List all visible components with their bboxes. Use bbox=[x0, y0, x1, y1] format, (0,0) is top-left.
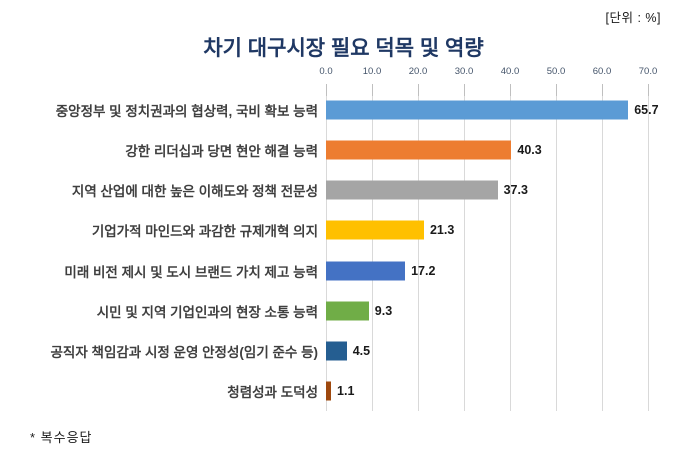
category-label: 중앙정부 및 정치권과의 협상력, 국비 확보 능력 bbox=[55, 104, 318, 120]
category-label: 공직자 책임감과 시정 운영 안정성(임기 준수 등) bbox=[50, 344, 318, 360]
x-axis-tick-label: 20.0 bbox=[408, 66, 428, 77]
category-label: 지역 산업에 대한 높은 이해도와 정책 전문성 bbox=[71, 184, 318, 200]
bar bbox=[326, 381, 332, 401]
x-tickmark bbox=[372, 84, 373, 96]
x-axis-tick-label: 60.0 bbox=[592, 66, 612, 77]
category-label: 미래 비전 제시 및 도시 브랜드 가치 제고 능력 bbox=[64, 264, 318, 280]
bar bbox=[326, 140, 512, 160]
footnote: * 복수응답 bbox=[30, 430, 93, 445]
bar-value-label: 40.3 bbox=[517, 143, 542, 158]
x-axis-tick-label: 10.0 bbox=[362, 66, 382, 77]
bar bbox=[326, 180, 498, 200]
x-tickmark bbox=[556, 84, 557, 96]
x-gridline bbox=[556, 88, 557, 411]
bar bbox=[326, 341, 347, 361]
category-label: 청렴성과 도덕성 bbox=[227, 384, 318, 400]
bar bbox=[326, 301, 369, 321]
category-label: 강한 리더십과 당면 현안 해결 능력 bbox=[125, 144, 318, 160]
bar bbox=[326, 100, 629, 120]
x-tickmark bbox=[648, 84, 649, 96]
x-gridline bbox=[464, 88, 465, 411]
x-gridline bbox=[510, 88, 511, 411]
bar-value-label: 1.1 bbox=[337, 383, 355, 398]
x-gridline bbox=[648, 88, 649, 411]
bar-value-label: 21.3 bbox=[429, 223, 455, 238]
x-tickmark bbox=[418, 84, 419, 96]
bar-value-label: 37.3 bbox=[503, 183, 528, 198]
x-gridline bbox=[602, 88, 603, 411]
bar-value-label: 17.2 bbox=[411, 263, 436, 278]
x-tickmark bbox=[326, 84, 327, 96]
x-axis-tick-label: 50.0 bbox=[546, 66, 566, 77]
category-label: 기업가적 마인드와 과감한 규제개혁 의지 bbox=[91, 224, 318, 240]
bar bbox=[326, 261, 406, 281]
x-tickmark bbox=[602, 84, 603, 96]
x-axis-tick-label: 30.0 bbox=[454, 66, 474, 77]
x-axis-tick-label: 40.0 bbox=[500, 66, 520, 77]
x-axis-tick-label: 0.0 bbox=[319, 66, 333, 77]
x-gridline bbox=[418, 88, 419, 411]
bar bbox=[326, 220, 424, 240]
bar-value-label: 4.5 bbox=[352, 343, 371, 358]
unit-note: [단위 : %] bbox=[605, 11, 661, 25]
x-gridline bbox=[326, 88, 327, 411]
bar-value-label: 65.7 bbox=[634, 103, 659, 118]
x-tickmark bbox=[510, 84, 511, 96]
x-gridline bbox=[372, 88, 373, 411]
x-tickmark bbox=[464, 84, 465, 96]
chart-title: 차기 대구시장 필요 덕목 및 역량 bbox=[203, 37, 484, 60]
x-axis-tick-label: 70.0 bbox=[638, 66, 658, 77]
bar-value-label: 9.3 bbox=[374, 303, 393, 318]
category-label: 시민 및 지역 기업인과의 현장 소통 능력 bbox=[96, 304, 318, 320]
